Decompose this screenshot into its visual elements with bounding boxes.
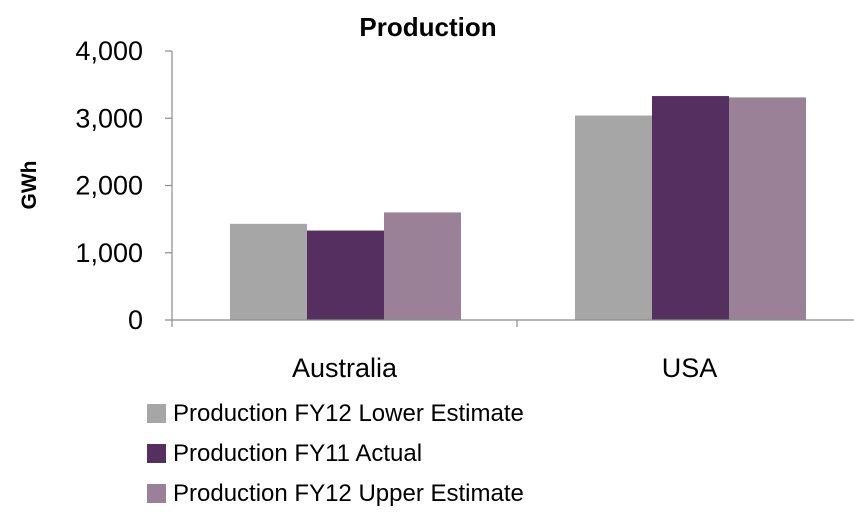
bar-usa-series-3 [729,97,806,320]
legend-swatch [147,444,166,463]
x-category-label: USA [662,353,718,383]
legend-entry-label: Production FY11 Actual [173,440,422,467]
y-tick-label: 2,000 [75,171,143,201]
y-tick-label: 0 [128,305,143,335]
legend-entry-label: Production FY12 Lower Estimate [173,400,524,427]
bar-australia-series-1 [230,223,307,320]
legend-swatch [147,484,166,503]
plot-area: 0 1,000 2,000 3,000 4,000 Australia USA [75,36,854,383]
bar-australia-series-3 [384,212,461,320]
y-tick-label: 1,000 [75,238,143,268]
x-category-label: Australia [292,353,398,383]
bar-australia-series-2 [307,230,384,320]
y-tick-label: 3,000 [75,103,143,133]
legend-entry-label: Production FY12 Upper Estimate [173,480,524,507]
y-tick-label: 4,000 [75,36,143,66]
bar-usa-series-1 [575,115,652,320]
y-axis-label: GWh [18,161,41,210]
legend-swatch [147,404,166,423]
legend: Production FY12 Lower Estimate Production… [147,400,524,507]
chart-title: Production [359,12,496,42]
bar-usa-series-2 [652,96,729,321]
